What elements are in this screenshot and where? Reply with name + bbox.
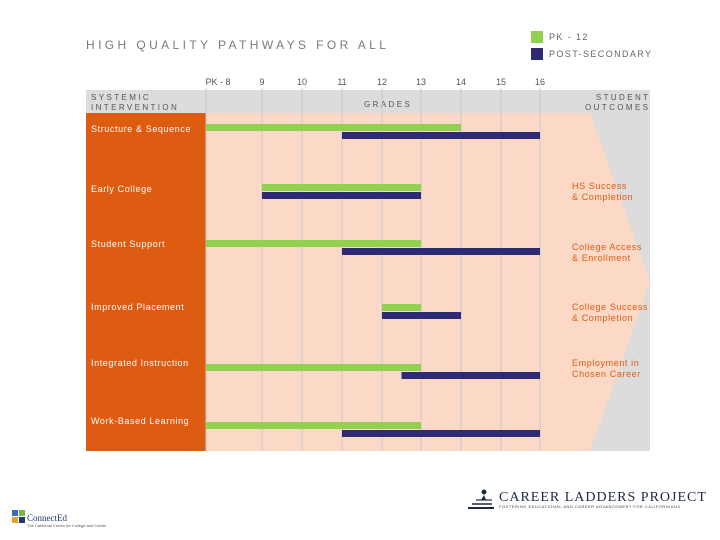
plot-background [206, 113, 650, 451]
gridlines [205, 88, 541, 451]
row-label-improved-placement: Improved Placement [91, 302, 185, 312]
bar-pk12-structure-sequence [206, 124, 461, 131]
right-header: STUDENT OUTCOMES [585, 93, 651, 112]
bar-post-secondary-work-based-learning [342, 430, 540, 437]
pathway-chevron [206, 113, 650, 451]
legend-pk12-label: PK - 12 [549, 32, 589, 42]
grade-tick-16: 16 [534, 77, 546, 87]
outcome-employment: Employment in Chosen Career [572, 358, 641, 379]
grade-tick-9: 9 [259, 77, 265, 87]
bar-pk12-early-college [262, 184, 421, 191]
legend-post-secondary-swatch [531, 48, 543, 60]
bar-post-secondary-early-college [262, 192, 421, 199]
bar-pk12-improved-placement [382, 304, 421, 311]
row-label-structure-sequence: Structure & Sequence [91, 124, 192, 134]
row-label-student-support: Student Support [91, 239, 166, 249]
grade-tick-10: 10 [296, 77, 308, 87]
row-label-early-college: Early College [91, 184, 153, 194]
bar-post-secondary-student-support [342, 248, 540, 255]
career-ladders-logo-tagline: FOSTERING EDUCATIONAL AND CAREER ADVANCE… [499, 504, 681, 509]
chart-title: HIGH QUALITY PATHWAYS FOR ALL [86, 38, 390, 52]
grade-tick-11: 11 [337, 77, 347, 87]
left-header: SYSTEMIC INTERVENTION [91, 93, 180, 112]
grade-tick-14: 14 [455, 77, 467, 87]
grade-tick-pk8: PK - 8 [205, 77, 231, 87]
bar-post-secondary-integrated-instruction [401, 372, 540, 379]
outcome-college-access: College Access & Enrollment [572, 242, 642, 263]
row-label-work-based-learning: Work-Based Learning [91, 416, 190, 426]
bar-post-secondary-structure-sequence [342, 132, 540, 139]
bar-pk12-work-based-learning [206, 422, 421, 429]
connected-logo-icon [12, 510, 25, 523]
legend-pk12: PK - 12 [531, 31, 589, 43]
bar-pk12-student-support [206, 240, 421, 247]
legend-post-secondary-label: POST-SECONDARY [549, 49, 653, 59]
row-label-integrated-instruction: Integrated Instruction [91, 358, 189, 368]
legend-pk12-swatch [531, 31, 543, 43]
legend-post-secondary: POST-SECONDARY [531, 48, 652, 60]
outcome-college-success: College Success & Completion [572, 302, 649, 323]
grade-tick-15: 15 [495, 77, 507, 87]
grades-label: GRADES [364, 100, 413, 109]
connected-logo-name: ConnectEd [27, 513, 67, 523]
career-ladders-logo-icon [468, 489, 494, 509]
bar-pk12-integrated-instruction [206, 364, 421, 371]
grade-tick-12: 12 [376, 77, 388, 87]
career-ladders-logo-name: CAREER LADDERS PROJECT [499, 490, 707, 505]
intervention-column [86, 113, 206, 451]
header-band [86, 90, 650, 113]
connected-logo-tagline: The California Center for College and Ca… [27, 523, 107, 528]
outcome-hs-success: HS Success & Completion [572, 181, 634, 202]
grade-tick-13: 13 [415, 77, 427, 87]
bar-post-secondary-improved-placement [382, 312, 461, 319]
bars [206, 124, 540, 437]
